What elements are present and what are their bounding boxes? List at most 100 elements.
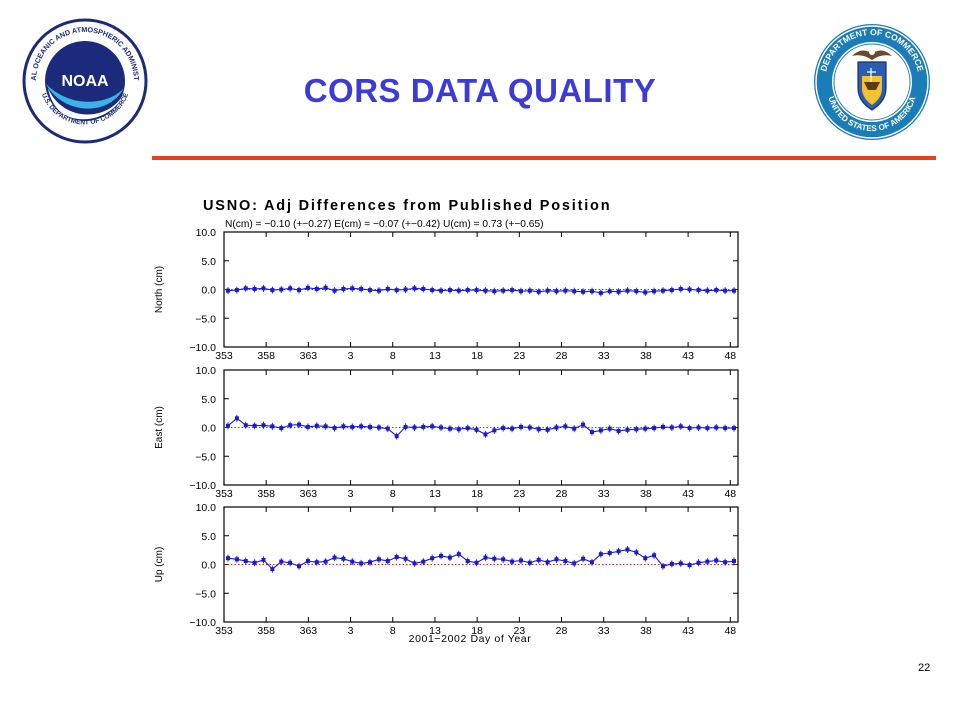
data-point <box>732 559 736 564</box>
chart-subtitle: N(cm) = −0.10 (+−0.27) E(cm) = −0.07 (+−… <box>225 219 544 230</box>
x-tick-label: 13 <box>429 488 441 500</box>
data-point <box>252 560 257 565</box>
x-tick-label: 23 <box>513 625 525 637</box>
data-point <box>474 427 479 432</box>
data-point <box>598 290 603 295</box>
x-tick-label: 13 <box>429 625 441 637</box>
position-differences-chart: USNO: Adj Differences from Published Pos… <box>154 198 739 645</box>
x-tick-label: 363 <box>300 488 318 500</box>
data-point <box>430 424 435 429</box>
data-point <box>723 426 728 431</box>
data-point <box>350 559 355 564</box>
x-tick-label: 3 <box>348 625 354 637</box>
data-point <box>527 560 532 565</box>
data-point <box>385 426 390 431</box>
data-point <box>563 288 568 293</box>
data-point <box>421 286 426 291</box>
data-point <box>687 287 692 292</box>
data-point <box>314 286 319 291</box>
data-point <box>323 424 328 429</box>
data-point <box>616 549 621 554</box>
data-point <box>368 424 373 429</box>
x-tick-label: 23 <box>513 350 525 362</box>
data-point <box>572 289 577 294</box>
data-point <box>341 286 346 291</box>
data-point <box>581 556 586 561</box>
x-tick-label: 43 <box>682 488 694 500</box>
data-point <box>305 285 310 290</box>
x-tick-label: 48 <box>724 625 736 637</box>
data-point <box>643 426 648 431</box>
data-point <box>616 289 621 294</box>
x-tick-label: 43 <box>682 625 694 637</box>
data-point <box>288 286 293 291</box>
data-point <box>536 289 541 294</box>
data-point <box>714 288 719 293</box>
data-point <box>297 564 302 569</box>
y-tick-label: 5.0 <box>201 531 216 543</box>
x-tick-label: 8 <box>390 488 396 500</box>
data-point <box>226 288 230 293</box>
y-tick-label: −5.0 <box>195 451 216 463</box>
x-tick-label: 43 <box>682 350 694 362</box>
data-point <box>581 422 586 427</box>
data-point <box>350 286 355 291</box>
data-point <box>226 423 230 428</box>
data-point <box>572 561 577 566</box>
data-point <box>545 560 550 565</box>
data-point <box>447 555 452 560</box>
y-tick-label: −10.0 <box>189 617 216 629</box>
y-tick-label: 0.0 <box>201 423 216 435</box>
data-point <box>341 424 346 429</box>
data-point <box>643 556 648 561</box>
data-point <box>403 287 408 292</box>
data-point <box>439 288 444 293</box>
data-point <box>598 428 603 433</box>
y-tick-label: 0.0 <box>201 560 216 572</box>
data-point <box>439 425 444 430</box>
data-point <box>394 555 399 560</box>
data-point <box>279 426 284 431</box>
data-point <box>589 560 594 565</box>
data-point <box>421 559 426 564</box>
data-point <box>554 557 559 562</box>
x-tick-label: 28 <box>556 625 568 637</box>
series-line <box>227 287 734 294</box>
x-tick-label: 3 <box>348 350 354 362</box>
data-point <box>669 425 674 430</box>
y-tick-label: −10.0 <box>189 342 216 354</box>
data-point <box>572 426 577 431</box>
x-tick-label: 18 <box>471 625 483 637</box>
x-tick-label: 38 <box>640 625 652 637</box>
data-point <box>554 289 559 294</box>
data-point <box>385 559 390 564</box>
data-point <box>705 426 710 431</box>
data-point <box>252 423 257 428</box>
data-point <box>314 423 319 428</box>
data-point <box>589 289 594 294</box>
data-point <box>518 289 523 294</box>
x-tick-label: 8 <box>390 350 396 362</box>
data-point <box>314 560 319 565</box>
data-point <box>660 424 665 429</box>
x-tick-label: 18 <box>471 488 483 500</box>
data-point <box>714 558 719 563</box>
noaa-logo-center-text: NOAA <box>61 73 109 90</box>
x-tick-label: 48 <box>724 350 736 362</box>
data-point <box>465 559 470 564</box>
data-point <box>589 430 594 435</box>
data-point <box>527 288 532 293</box>
data-point <box>403 424 408 429</box>
data-point <box>518 558 523 563</box>
data-point <box>563 559 568 564</box>
data-point <box>465 288 470 293</box>
data-point <box>545 427 550 432</box>
data-point <box>234 557 239 562</box>
data-point <box>305 424 310 429</box>
data-point <box>474 288 479 293</box>
data-point <box>359 286 364 291</box>
data-point <box>669 561 674 566</box>
data-point <box>323 559 328 564</box>
data-point <box>652 553 657 558</box>
